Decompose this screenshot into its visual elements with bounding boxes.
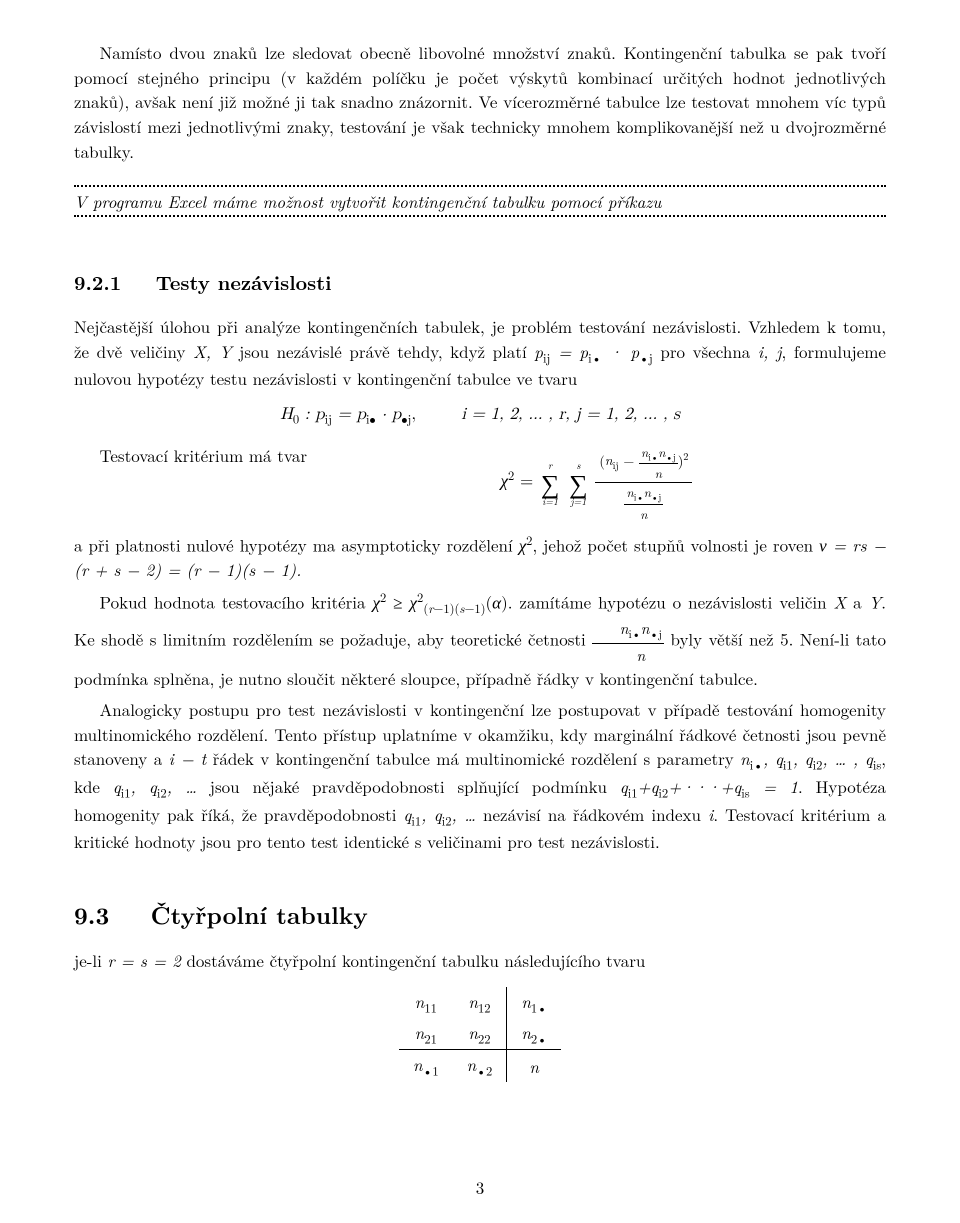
cell-ndot1: n: [413, 1052, 423, 1076]
section-9-2-1-number: 9.2.1: [74, 267, 121, 296]
contingency-table: n11 n12 n1• n21 n22 n2• n•1 n•2 n: [399, 987, 561, 1082]
intro-paragraph: Namísto dvou znaků lze sledovat obecně l…: [74, 40, 886, 163]
cell-n1dot: n: [521, 989, 531, 1013]
criterion-label: Testovací kritérium má tvar: [74, 443, 307, 467]
text-frag: pro všechna: [653, 339, 758, 363]
paragraph-921-intro: Nejčastější úlohou při analýze kontingen…: [74, 314, 886, 391]
paragraph-921-reject: Pokud hodnota testovacího kritéria χ2 ≥ …: [74, 588, 886, 692]
cell-n: n: [529, 1054, 539, 1078]
math-inline: pij = pi• · p•j: [534, 339, 652, 363]
cell-n11: n: [415, 989, 425, 1013]
paragraph-921-chi-dist: a při platnosti nulové hypotézy ma asymp…: [74, 531, 886, 582]
cell-ndot2: n: [467, 1052, 477, 1076]
text-frag: dostáváme čtyřpolní kontingenční tabulku…: [181, 948, 646, 972]
text-frag: H: [280, 406, 293, 423]
section-9-2-1-heading: 9.2.1 Testy nezávislosti: [74, 267, 886, 296]
text-frag: Pokud hodnota testovacího kritéria: [100, 589, 373, 613]
chi2-formula: χ2 = r∑i=1 s∑j=1 (nij − ni•n•jn)2 ni•n•j…: [307, 443, 886, 523]
text-frag: řádek v kontingenční tabulce má multinom…: [206, 746, 740, 770]
text-frag: je-li: [74, 948, 108, 972]
hypothesis-formula: H0 : pij = pi• · p•j, i = 1, 2, … , r, j…: [74, 405, 886, 428]
math-inline: i, j: [758, 339, 782, 363]
text-frag: , jehož počet stupňů volnosti je roven: [532, 532, 819, 556]
excel-hint-line: V programu Excel máme možnost vytvořit k…: [74, 189, 886, 213]
cell-n21: n: [415, 1020, 425, 1044]
dotted-rule-bottom: [74, 215, 886, 217]
cell-n12: n: [468, 989, 478, 1013]
section-9-3-title: Čtyřpolní tabulky: [151, 898, 368, 932]
chi2-row: Testovací kritérium má tvar χ2 = r∑i=1 s…: [74, 443, 886, 523]
text-frag: jsou nějaké pravděpodobnosti splňující p…: [197, 774, 620, 798]
section-9-3-number: 9.3: [74, 898, 109, 932]
text-frag: . zamítáme hypotézu o nezávislosti velič…: [508, 589, 834, 613]
dotted-rule-top: [74, 185, 886, 187]
index-ranges: i = 1, 2, … , r, j = 1, 2, … , s: [461, 406, 680, 423]
section-9-2-1-title: Testy nezávislosti: [156, 267, 332, 296]
paragraph-93-intro: je-li r = s = 2 dostáváme čtyřpolní kont…: [74, 948, 886, 973]
text-frag: nezávisí na řádkovém indexu: [476, 802, 708, 826]
paragraph-921-homogeneity: Analogicky postupu pro test nezávislosti…: [74, 697, 886, 854]
fourfold-table: n11 n12 n1• n21 n22 n2• n•1 n•2 n: [74, 987, 886, 1082]
page-container: Namísto dvou znaků lze sledovat obecně l…: [0, 0, 960, 1223]
text-frag: a při platnosti nulové hypotézy ma asymp…: [74, 532, 519, 556]
cell-n22: n: [468, 1020, 478, 1044]
math-inline: X, Y: [193, 339, 232, 363]
section-9-3-heading: 9.3 Čtyřpolní tabulky: [74, 898, 886, 932]
cell-n2dot: n: [521, 1020, 531, 1044]
text-frag: jsou nezávislé právě tehdy, když platí: [232, 339, 535, 363]
page-number: 3: [0, 1175, 960, 1199]
